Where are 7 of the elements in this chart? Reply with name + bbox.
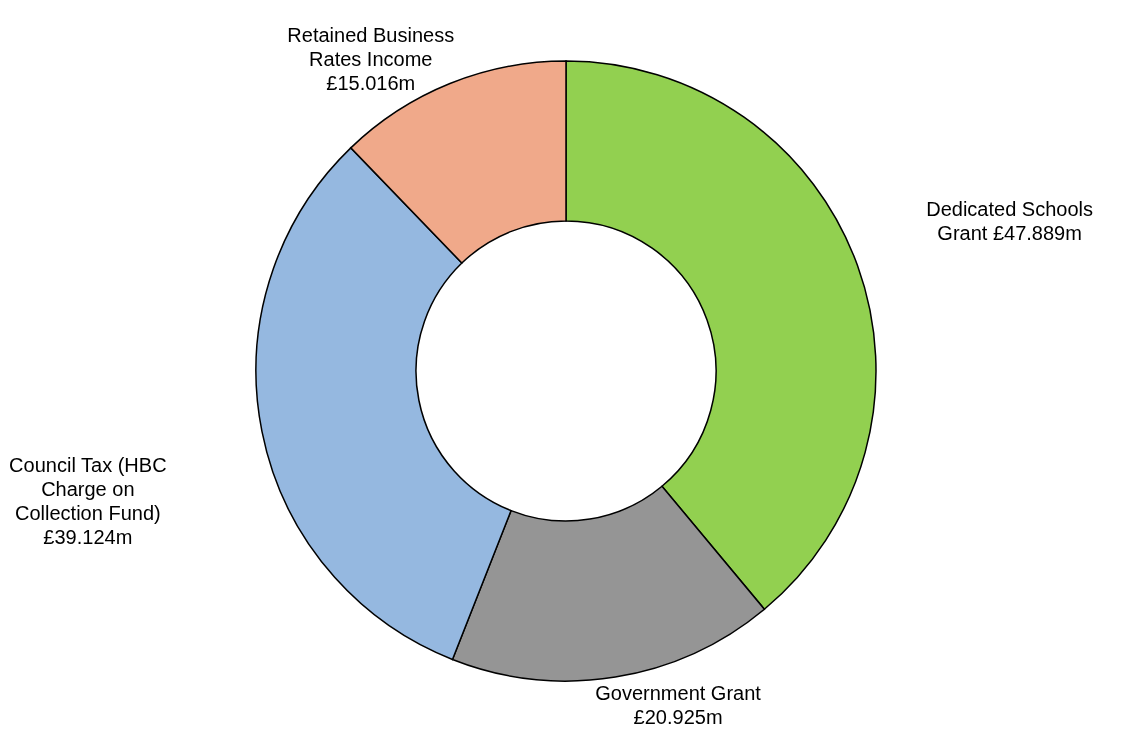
data-label: £15.016m xyxy=(326,71,416,94)
data-label: £39.124m xyxy=(43,526,133,549)
slice-label: Council Tax (HBC Charge on Collection Fund) xyxy=(9,454,167,525)
slice-label: Government Grant xyxy=(595,682,762,705)
slice-label: Retained Business Rates Income xyxy=(287,23,455,70)
slice-label: Dedicated Schools Grant £47.889m xyxy=(926,198,1094,245)
data-label: £20.925m xyxy=(633,706,723,729)
